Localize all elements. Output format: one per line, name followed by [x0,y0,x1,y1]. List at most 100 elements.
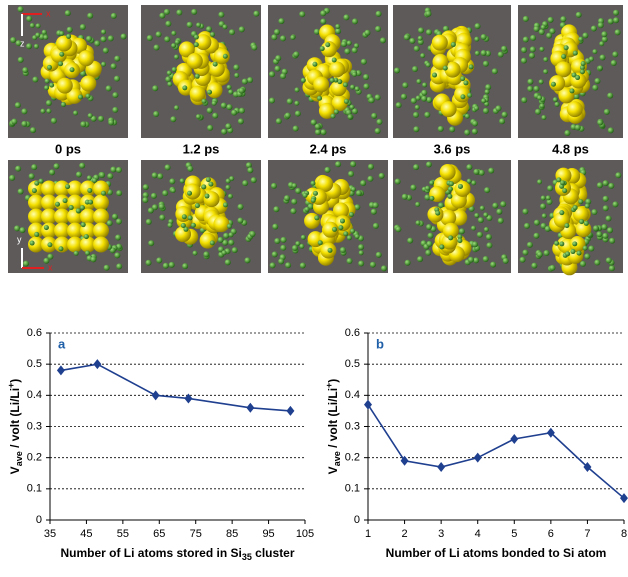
panel-label: a [58,336,66,351]
li-atom [479,205,485,211]
li-atom [251,44,258,51]
li-atom [342,82,348,88]
li-atom [486,242,493,249]
li-atom [32,76,39,83]
li-atom [231,109,238,116]
li-atom [99,171,106,178]
li-atom [94,40,101,47]
li-atom [171,43,177,49]
li-atom [278,258,285,265]
li-atom [449,126,456,133]
li-atom [582,245,588,251]
li-atom [223,232,230,239]
li-atom [561,54,567,60]
li-atom [105,85,112,92]
x-tick-label: 1 [365,528,371,540]
li-atom [234,72,240,78]
y-label-part: ) [326,379,340,383]
li-atom [73,250,79,256]
si-atom [175,206,192,223]
li-atom [375,251,382,258]
li-atom [269,71,276,78]
li-atom [429,195,435,201]
li-atom [226,84,232,90]
li-atom [599,41,605,47]
li-atom [351,108,358,115]
y-tick-label: 0.5 [27,358,42,370]
li-atom [501,45,508,52]
li-atom [221,128,228,135]
x-axis-label: Number of Li atoms bonded to Si atom [386,546,607,560]
li-atom [103,264,110,271]
si-atom [575,221,592,238]
li-atom [245,162,252,169]
li-atom [217,236,224,243]
x-axis-label: Number of Li atoms stored in Si35 cluste… [60,546,294,562]
li-atom [346,235,352,241]
li-atom [565,251,571,257]
li-atom [572,50,578,56]
li-atom [502,257,509,264]
li-atom [519,256,526,263]
li-atom [290,208,297,215]
li-atom [350,84,356,90]
si-atom [54,222,70,239]
li-atom [474,23,481,30]
si-atom [41,194,57,211]
li-atom [596,182,603,189]
li-atom [338,225,344,231]
li-atom [271,251,278,258]
li-atom [194,203,200,209]
x-tick-label: 35 [44,528,56,540]
li-atom [349,104,355,110]
li-atom [372,202,379,209]
li-atom [226,104,233,111]
li-atom [193,42,199,48]
li-atom [159,12,166,19]
si-atom [572,206,589,223]
data-point [151,390,160,401]
li-atom [501,111,508,118]
li-atom [533,219,540,226]
li-atom [155,31,162,38]
li-atom [544,225,551,232]
li-atom [597,65,603,71]
li-atom [120,33,127,40]
li-atom [167,81,173,87]
li-atom [439,244,445,250]
li-atom [31,164,38,171]
x-tick-label: 105 [296,528,314,540]
li-atom [372,222,379,229]
li-atom [158,203,165,210]
li-atom [302,192,308,198]
li-atom [300,234,306,240]
li-atom [608,182,615,189]
li-atom [75,171,82,178]
li-atom [145,218,152,225]
li-atom [21,108,28,115]
li-atom [203,251,210,258]
li-atom [526,241,533,248]
si-atom [54,180,70,197]
li-atom [273,28,280,35]
li-atom [44,78,50,84]
data-point [473,452,482,463]
li-atom [549,264,556,271]
li-atom [351,47,358,54]
li-atom [413,45,420,52]
li-atom [83,234,89,240]
li-atom [547,185,554,192]
li-atom [603,108,610,115]
li-atom [425,185,431,191]
li-atom [448,235,454,241]
li-atom [499,118,506,125]
li-atom [142,197,149,204]
li-atom [424,194,431,201]
data-point [400,455,409,466]
li-atom [187,165,194,172]
data-line [60,363,291,412]
li-atom [588,56,594,62]
li-atom [333,77,339,83]
li-atom [364,29,371,36]
li-atom [497,217,504,224]
